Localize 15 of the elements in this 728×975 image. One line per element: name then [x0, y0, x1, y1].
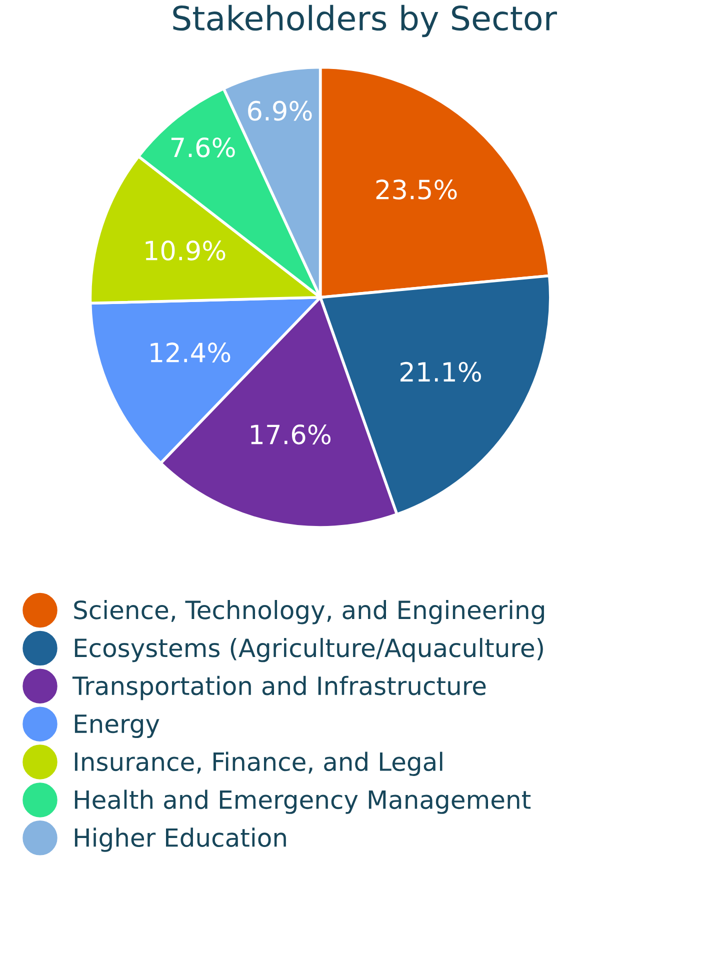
legend-label: Science, Technology, and Engineering — [74, 600, 544, 624]
legend-label: Ecosystems (Agriculture/Aquaculture) — [74, 638, 543, 662]
chart-title: Stakeholders by Sector — [173, 4, 557, 38]
data-label: 6.9% — [248, 100, 312, 121]
legend-label: Energy — [74, 714, 160, 738]
data-label: 17.6% — [251, 424, 331, 444]
data-label: 12.4% — [150, 342, 230, 363]
legend-label: Insurance, Finance, and Legal — [74, 752, 442, 776]
legend-label: Health and Emergency Management — [74, 790, 531, 814]
legend-label: Transportation and Infrastructure — [72, 676, 486, 700]
data-label: 21.1% — [400, 362, 481, 382]
data-label: 7.6% — [171, 137, 235, 158]
data-label: 23.5% — [376, 180, 457, 200]
legend-label: Higher Education — [74, 828, 286, 852]
data-label: 10.9% — [146, 240, 226, 261]
